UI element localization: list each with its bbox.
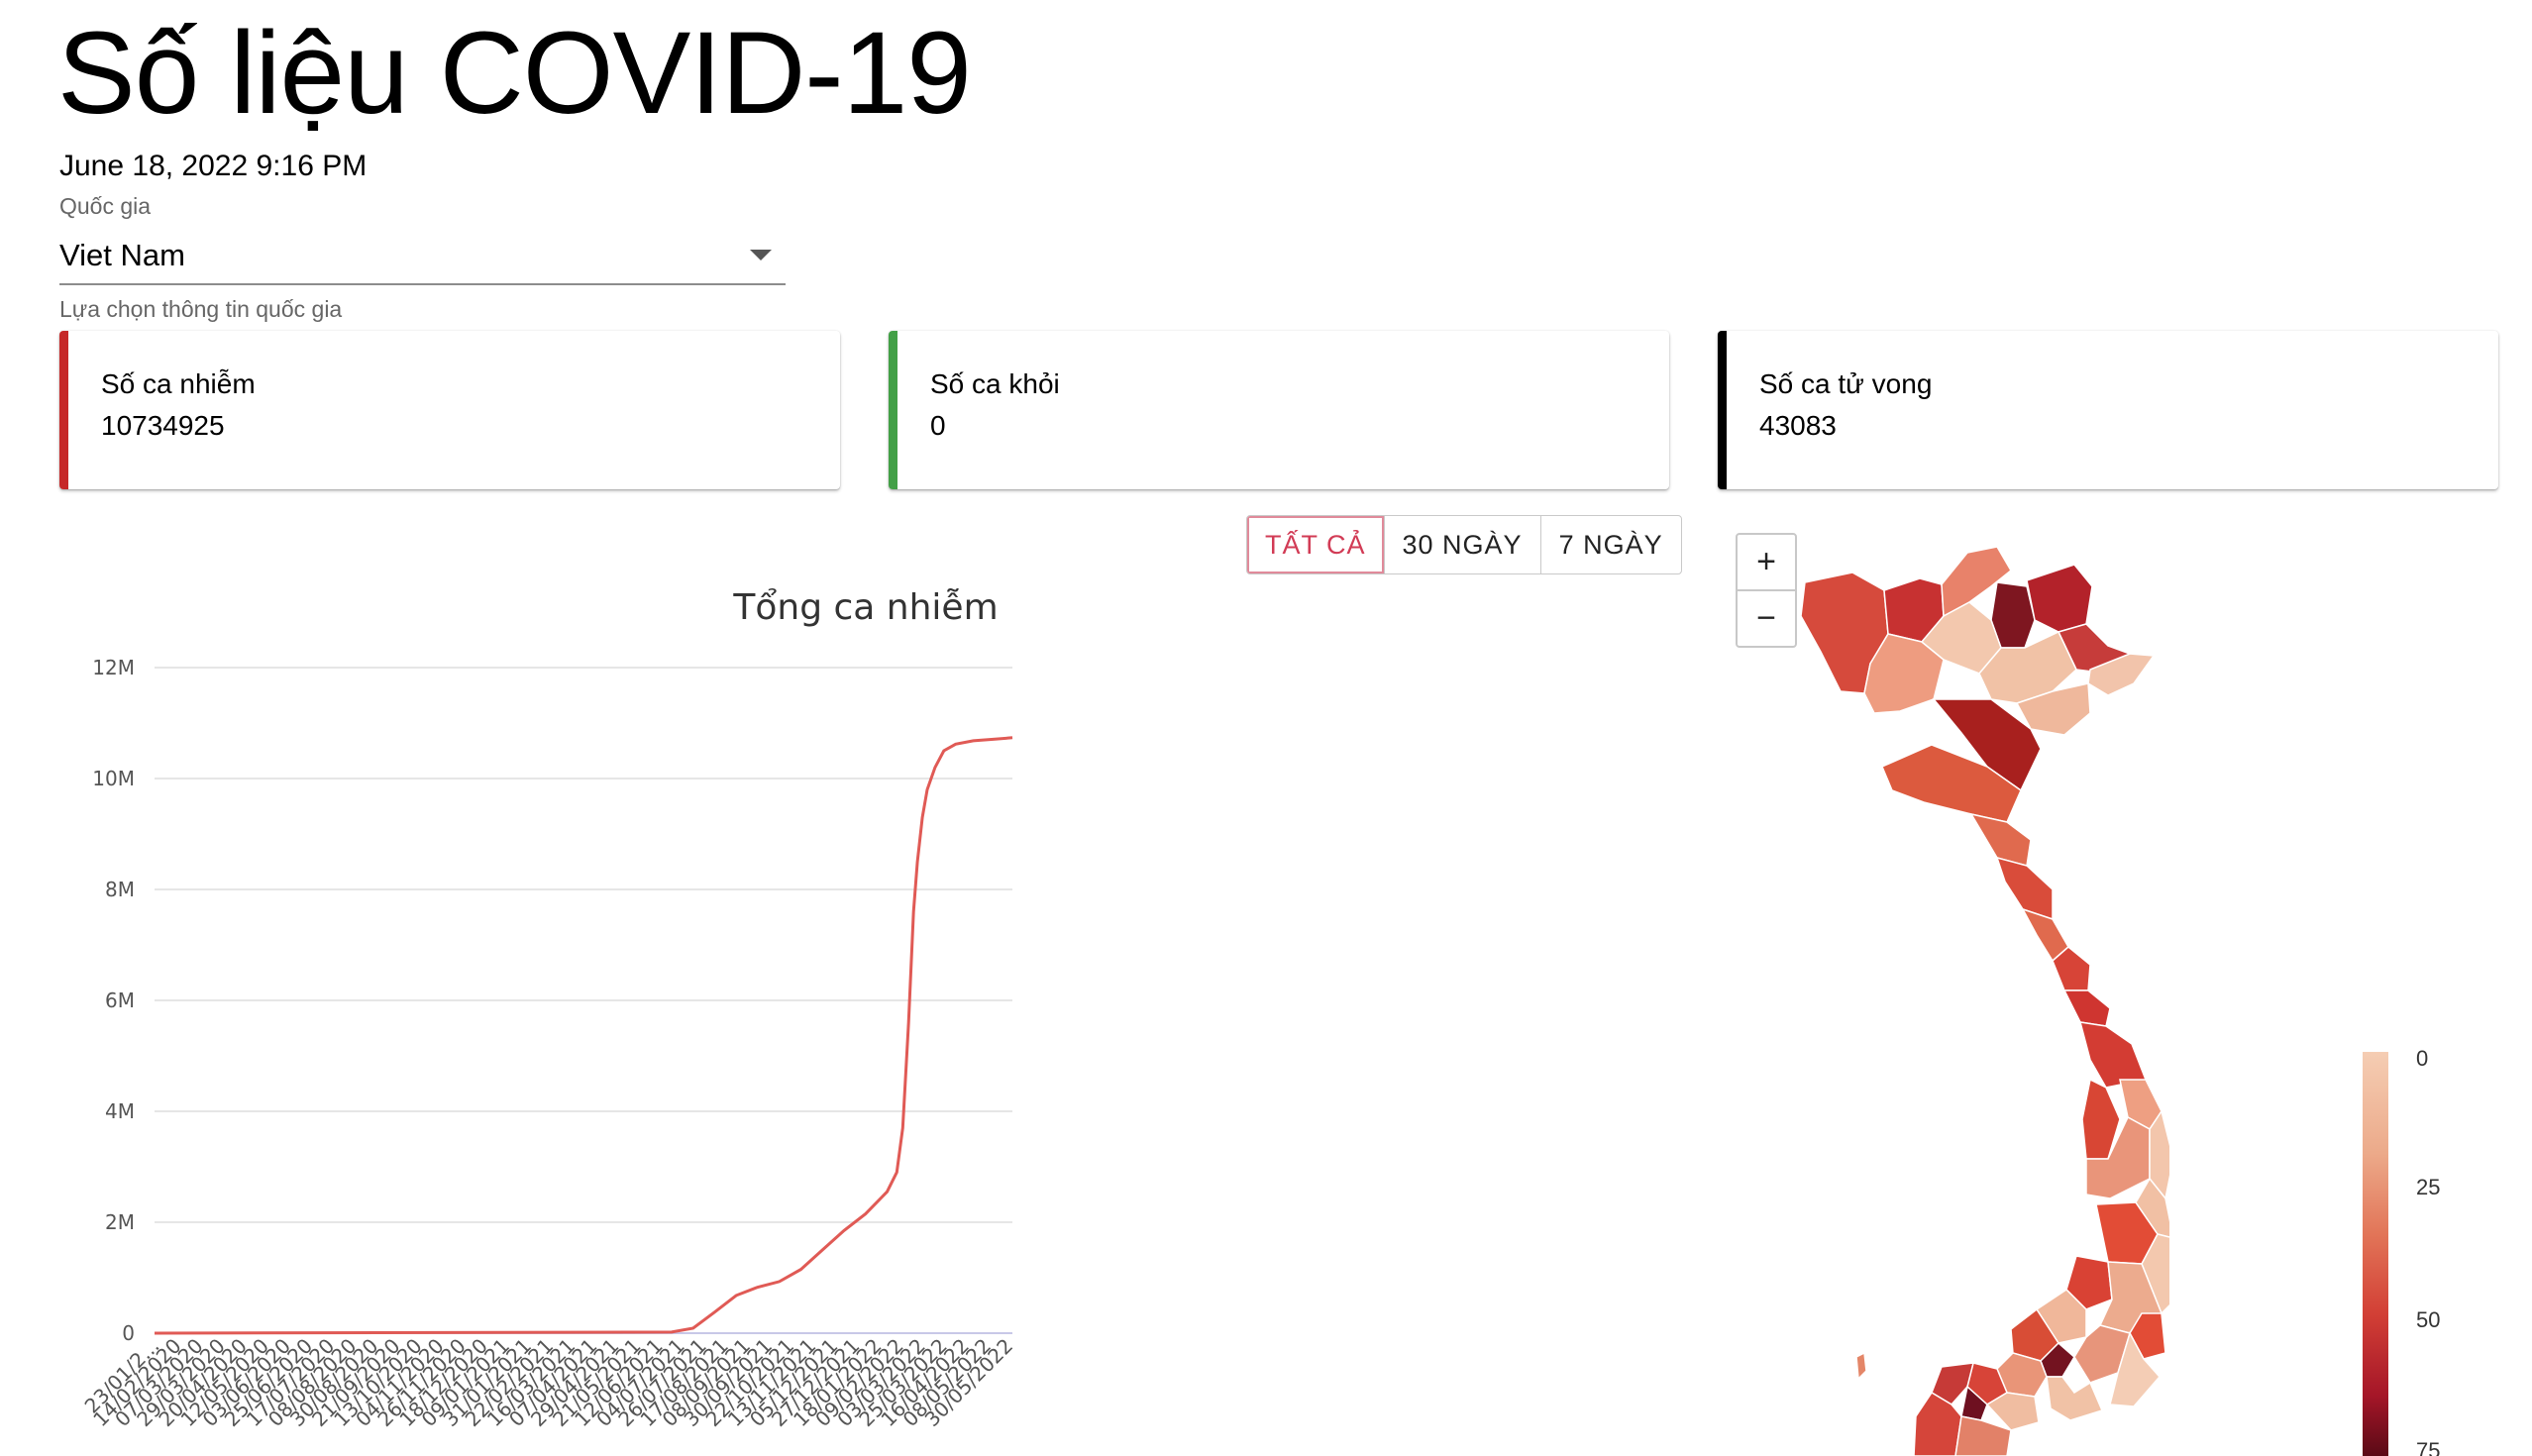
legend-tick-25: 25 <box>2416 1175 2441 1199</box>
map-region-hue[interactable] <box>2052 946 2091 991</box>
legend-color-bar <box>2363 1052 2388 1456</box>
map-region-north-4[interactable] <box>2026 564 2093 633</box>
series-line <box>154 736 1013 1335</box>
y-tick-label: 12M <box>92 656 135 679</box>
map-region-daknong[interactable] <box>2065 1255 2113 1310</box>
map-region-phuquoc[interactable] <box>1855 1351 1867 1381</box>
recovered-value: 0 <box>930 410 946 441</box>
map-region-thanhhoa[interactable] <box>1932 698 2042 792</box>
map-region-ninhthuan[interactable] <box>2129 1312 2166 1360</box>
map-region-delta-2[interactable] <box>1978 631 2077 704</box>
vietnam-choropleth-map[interactable] <box>1793 525 2169 1456</box>
map-region-hcmc[interactable] <box>2046 1376 2104 1421</box>
country-label: Quốc gia <box>59 193 152 219</box>
zoom-out-button[interactable]: − <box>1756 599 1776 637</box>
page-title: Số liệu COVID-19 <box>57 8 972 139</box>
map-region-hatinh[interactable] <box>1969 812 2032 867</box>
recovered-card: Số ca khỏi 0 <box>889 331 1669 489</box>
range-all-button[interactable]: TẤT CẢ <box>1247 516 1385 573</box>
y-tick-label: 4M <box>105 1099 135 1123</box>
map-region-angiang[interactable] <box>1931 1362 1974 1405</box>
country-selected-value: Viet Nam <box>59 238 185 272</box>
map-region-binhdinh[interactable] <box>2149 1109 2169 1200</box>
chart-title: Tổng ca nhiễm <box>732 587 998 628</box>
map-region-quangnam[interactable] <box>2078 1021 2148 1089</box>
map-region-binhthuan[interactable] <box>2109 1331 2161 1407</box>
infected-label: Số ca nhiễm <box>101 368 256 399</box>
infected-value: 10734925 <box>101 410 225 441</box>
country-helper-text: Lựa chọn thông tin quốc gia <box>59 296 343 322</box>
recovered-label: Số ca khỏi <box>930 368 1060 399</box>
map-region-danang[interactable] <box>2062 989 2111 1027</box>
range-30-days-button[interactable]: 30 NGÀY <box>1385 516 1541 573</box>
time-range-toggle: TẤT CẢ 30 NGÀY 7 NGÀY <box>1246 515 1682 574</box>
infected-card-accent <box>59 331 68 489</box>
deaths-label: Số ca tử vong <box>1759 368 1933 399</box>
dropdown-arrow-icon[interactable] <box>750 250 772 260</box>
map-region-khanhhoa[interactable] <box>2141 1233 2169 1315</box>
y-tick-label: 0 <box>122 1321 135 1345</box>
y-tick-label: 6M <box>105 988 135 1012</box>
y-tick-label: 10M <box>92 767 135 790</box>
map-region-tiengiang[interactable] <box>1985 1392 2040 1431</box>
deaths-value: 43083 <box>1759 410 1837 441</box>
y-tick-label: 2M <box>105 1210 135 1234</box>
updated-datetime: June 18, 2022 9:16 PM <box>59 150 368 182</box>
map-region-soctrang[interactable] <box>1954 1415 2012 1456</box>
y-tick-label: 8M <box>105 878 135 901</box>
deaths-card-accent <box>1718 331 1727 489</box>
country-select[interactable]: Viet Nam <box>59 228 786 285</box>
legend-tick-75: 75 <box>2416 1438 2441 1456</box>
legend-tick-0: 0 <box>2416 1046 2429 1071</box>
zoom-in-button[interactable]: + <box>1738 535 1795 591</box>
map-zoom-control: + − <box>1736 533 1797 648</box>
infected-card: Số ca nhiễm 10734925 <box>59 331 840 489</box>
range-7-days-button[interactable]: 7 NGÀY <box>1558 530 1663 560</box>
legend-tick-50: 50 <box>2416 1307 2441 1332</box>
deaths-card: Số ca tử vong 43083 <box>1718 331 2498 489</box>
recovered-card-accent <box>889 331 897 489</box>
